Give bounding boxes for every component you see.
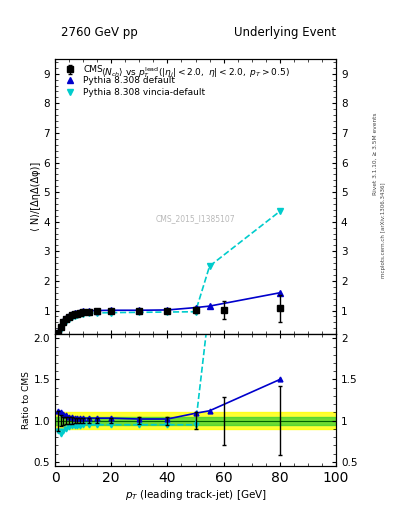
Pythia 8.308 vincia-default <box>277 208 282 215</box>
Pythia 8.308 vincia-default <box>165 309 170 315</box>
Pythia 8.308 vincia-default <box>55 331 60 337</box>
Pythia 8.308 vincia-default <box>70 314 74 320</box>
Pythia 8.308 default <box>193 305 198 311</box>
Text: mcplots.cern.ch [arXiv:1306.3436]: mcplots.cern.ch [arXiv:1306.3436] <box>381 183 386 278</box>
Pythia 8.308 default <box>64 315 69 321</box>
Pythia 8.308 default <box>78 309 83 315</box>
Pythia 8.308 vincia-default <box>64 318 69 325</box>
Pythia 8.308 default <box>137 307 142 313</box>
Legend: CMS, Pythia 8.308 default, Pythia 8.308 vincia-default: CMS, Pythia 8.308 default, Pythia 8.308 … <box>59 63 207 98</box>
Pythia 8.308 default <box>165 307 170 313</box>
Bar <box>55 417 336 425</box>
Pythia 8.308 default <box>109 307 114 313</box>
Text: Rivet 3.1.10, ≥ 3.5M events: Rivet 3.1.10, ≥ 3.5M events <box>373 112 378 195</box>
Text: Underlying Event: Underlying Event <box>234 27 336 39</box>
Pythia 8.308 vincia-default <box>67 316 72 322</box>
Pythia 8.308 default <box>75 310 80 316</box>
Pythia 8.308 vincia-default <box>193 309 198 315</box>
Pythia 8.308 vincia-default <box>75 312 80 318</box>
Pythia 8.308 default <box>70 311 74 317</box>
Text: 2760 GeV pp: 2760 GeV pp <box>61 27 138 39</box>
Pythia 8.308 default <box>55 329 60 335</box>
Pythia 8.308 default <box>61 318 66 324</box>
Bar <box>55 413 336 429</box>
Pythia 8.308 vincia-default <box>61 322 66 328</box>
X-axis label: $p_T$ (leading track-jet) [GeV]: $p_T$ (leading track-jet) [GeV] <box>125 487 266 502</box>
Pythia 8.308 vincia-default <box>72 313 77 319</box>
Pythia 8.308 vincia-default <box>207 263 212 269</box>
Y-axis label: ⟨ N⟩/[ΔηΔ(Δφ)]: ⟨ N⟩/[ΔηΔ(Δφ)] <box>31 162 41 231</box>
Line: Pythia 8.308 default: Pythia 8.308 default <box>55 290 283 335</box>
Pythia 8.308 default <box>67 313 72 319</box>
Pythia 8.308 default <box>58 322 63 328</box>
Pythia 8.308 vincia-default <box>81 311 86 317</box>
Pythia 8.308 default <box>95 308 99 314</box>
Pythia 8.308 vincia-default <box>78 311 83 317</box>
Pythia 8.308 vincia-default <box>86 310 91 316</box>
Text: CMS_2015_I1385107: CMS_2015_I1385107 <box>156 214 235 223</box>
Pythia 8.308 vincia-default <box>137 309 142 315</box>
Text: $\langle N_{ch}\rangle$ vs $p_T^{\rm lead}(|\eta_j|<2.0,\ \eta|<2.0,\ p_T>0.5)$: $\langle N_{ch}\rangle$ vs $p_T^{\rm lea… <box>101 66 290 80</box>
Pythia 8.308 default <box>86 308 91 314</box>
Y-axis label: Ratio to CMS: Ratio to CMS <box>22 371 31 429</box>
Pythia 8.308 vincia-default <box>95 310 99 316</box>
Pythia 8.308 default <box>72 310 77 316</box>
Pythia 8.308 default <box>81 308 86 314</box>
Pythia 8.308 vincia-default <box>58 326 63 332</box>
Pythia 8.308 vincia-default <box>109 310 114 316</box>
Line: Pythia 8.308 vincia-default: Pythia 8.308 vincia-default <box>55 208 283 336</box>
Pythia 8.308 default <box>207 303 212 309</box>
Pythia 8.308 default <box>277 290 282 296</box>
